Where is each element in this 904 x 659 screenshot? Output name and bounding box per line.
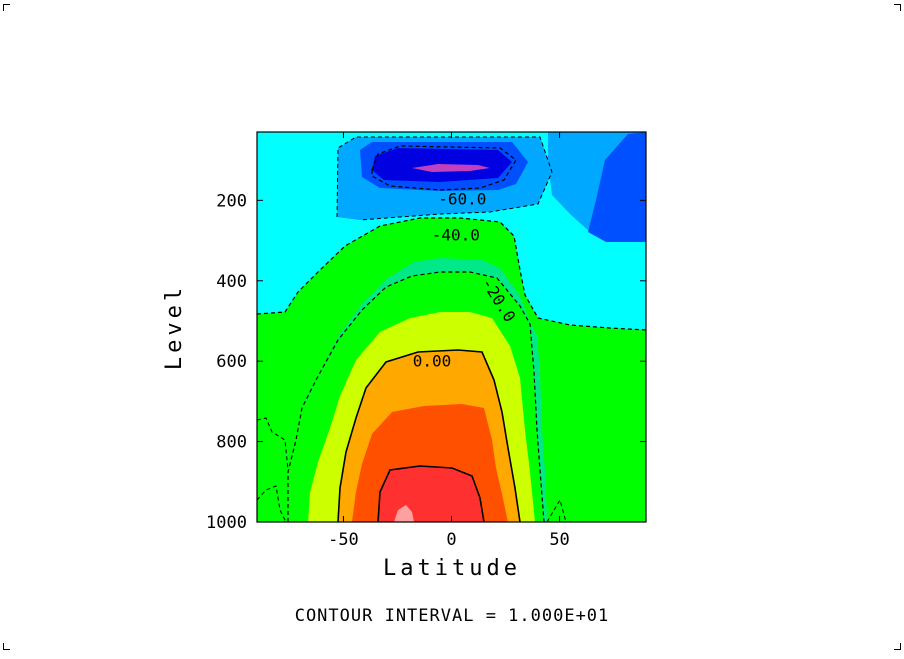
contour-fills <box>257 132 646 522</box>
x-tick-label: -50 <box>328 530 359 550</box>
x-tick-label: 50 <box>549 530 569 550</box>
contour-line-neg20-right <box>546 498 567 522</box>
contour-line-neg10 <box>257 417 289 522</box>
contour-label-group: -40.0 <box>432 226 480 245</box>
contour-interval-note: CONTOUR INTERVAL = 1.000E+01 <box>295 606 610 626</box>
contour-line-neg50 <box>336 136 553 221</box>
contour-line-0 <box>337 349 521 522</box>
y-axis-label: Level <box>162 284 187 370</box>
corner-mark-bottom-right <box>894 643 901 650</box>
y-tick-label: 400 <box>216 272 247 292</box>
x-axis-label: Latitude <box>383 556 521 581</box>
fill-level-neg70 <box>412 164 490 172</box>
corner-mark-top-right <box>894 4 901 11</box>
fill-level-neg30-left-island <box>257 242 266 250</box>
contour-label-group: 0.00 <box>413 351 452 370</box>
corner-mark-top-left <box>3 4 10 11</box>
contour-lines <box>257 136 646 522</box>
contour-line-neg40 <box>257 217 646 331</box>
contour-line-neg20 <box>287 271 545 522</box>
contour-label: -40.0 <box>432 226 480 245</box>
fill-level-40 <box>394 505 414 522</box>
y-tick-label: 200 <box>216 191 247 211</box>
y-tick-label: 600 <box>216 352 247 372</box>
y-tick-label: 800 <box>216 433 247 453</box>
y-tick-label: 1000 <box>206 513 247 533</box>
y-axis-ticks: 200 400 600 800 1000 <box>206 191 646 533</box>
contour-line-neg60 <box>371 145 517 191</box>
x-tick-label: 0 <box>446 530 456 550</box>
contour-label: -60.0 <box>438 189 486 208</box>
corner-mark-bottom-left <box>3 643 10 650</box>
contour-line-20 <box>377 465 485 522</box>
contour-label-group: -60.0 <box>438 189 486 208</box>
x-axis-ticks: -50 0 50 <box>328 132 570 550</box>
contour-label: 0.00 <box>413 351 452 370</box>
